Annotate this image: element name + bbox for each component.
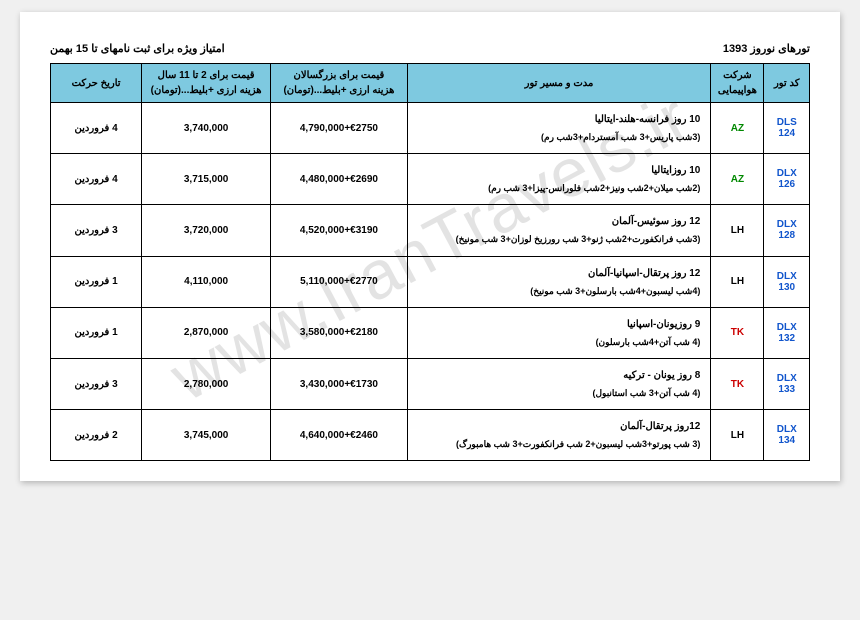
route-main: 10 روزایتالیا: [418, 162, 701, 180]
cell-price-child: 3,720,000: [142, 205, 271, 256]
cell-price-child: 3,740,000: [142, 103, 271, 154]
cell-price-adult: 4,480,000+€2690: [271, 154, 408, 205]
cell-depart: 1 فروردین: [51, 256, 142, 307]
table-row: DLX 130LH12 روز پرتقال-اسپانیا-آلمان(4شب…: [51, 256, 810, 307]
cell-airline: TK: [711, 307, 764, 358]
cell-price-adult: 4,790,000+€2750: [271, 103, 408, 154]
cell-price-adult: 3,580,000+€2180: [271, 307, 408, 358]
route-main: 8 روز یونان - ترکیه: [418, 367, 701, 385]
tours-table: کد تور شرکت هواپیمایی مدت و مسیر تور قیم…: [50, 63, 810, 461]
th-depart: تاریخ حرکت: [51, 64, 142, 103]
title-right: تورهای نوروز 1393: [723, 42, 810, 55]
cell-airline: LH: [711, 256, 764, 307]
route-main: 12 روز سوئیس-آلمان: [418, 213, 701, 231]
cell-code: DLX 133: [764, 358, 810, 409]
cell-airline: AZ: [711, 154, 764, 205]
cell-route: 10 روزایتالیا(2شب میلان+2شب ونیز+2شب فلو…: [407, 154, 711, 205]
cell-code: DLX 128: [764, 205, 810, 256]
cell-airline: LH: [711, 410, 764, 461]
cell-depart: 3 فروردین: [51, 358, 142, 409]
table-body: DLS 124AZ10 روز فرانسه-هلند-ایتالیا(3شب …: [51, 103, 810, 461]
cell-code: DLS 124: [764, 103, 810, 154]
table-row: DLX 132TK9 روزیونان-اسپانیا(4 شب آتن+4شب…: [51, 307, 810, 358]
cell-price-child: 3,745,000: [142, 410, 271, 461]
table-row: DLX 133TK8 روز یونان - ترکیه(4 شب آتن+3 …: [51, 358, 810, 409]
th-price-adult: قیمت برای بزرگسالانهزینه ارزی +بلیط...(ت…: [271, 64, 408, 103]
cell-depart: 4 فروردین: [51, 154, 142, 205]
route-detail: (3 شب پورتو+3شب لیسبون+2 شب فرانکفورت+3 …: [418, 436, 701, 452]
document-page: تورهای نوروز 1393 امتیاز ویژه برای ثبت ن…: [20, 12, 840, 481]
th-route: مدت و مسیر تور: [407, 64, 711, 103]
cell-airline: LH: [711, 205, 764, 256]
cell-route: 9 روزیونان-اسپانیا(4 شب آتن+4شب بارسلون): [407, 307, 711, 358]
cell-price-child: 3,715,000: [142, 154, 271, 205]
cell-depart: 3 فروردین: [51, 205, 142, 256]
cell-route: 8 روز یونان - ترکیه(4 شب آتن+3 شب استانب…: [407, 358, 711, 409]
th-price-child: قیمت برای 2 تا 11 سالهزینه ارزی +بلیط...…: [142, 64, 271, 103]
th-airline: شرکت هواپیمایی: [711, 64, 764, 103]
cell-depart: 1 فروردین: [51, 307, 142, 358]
route-detail: (4 شب آتن+4شب بارسلون): [418, 334, 701, 350]
route-detail: (4شب لیسبون+4شب بارسلون+3 شب مونیخ): [418, 283, 701, 299]
cell-depart: 2 فروردین: [51, 410, 142, 461]
route-detail: (3شب پاریس+3 شب آمستردام+3شب رم): [418, 129, 701, 145]
cell-price-child: 2,780,000: [142, 358, 271, 409]
cell-route: 10 روز فرانسه-هلند-ایتالیا(3شب پاریس+3 ش…: [407, 103, 711, 154]
title-left: امتیاز ویژه برای ثبت نامهای تا 15 بهمن: [50, 42, 225, 55]
route-detail: (2شب میلان+2شب ونیز+2شب فلورانس-پیزا+3 ش…: [418, 180, 701, 196]
route-main: 10 روز فرانسه-هلند-ایتالیا: [418, 111, 701, 129]
cell-price-child: 4,110,000: [142, 256, 271, 307]
page-header: تورهای نوروز 1393 امتیاز ویژه برای ثبت ن…: [50, 42, 810, 55]
route-main: 12روز پرتقال-آلمان: [418, 418, 701, 436]
cell-code: DLX 126: [764, 154, 810, 205]
cell-code: DLX 132: [764, 307, 810, 358]
cell-airline: AZ: [711, 103, 764, 154]
cell-price-adult: 3,430,000+€1730: [271, 358, 408, 409]
cell-code: DLX 134: [764, 410, 810, 461]
cell-price-adult: 4,520,000+€3190: [271, 205, 408, 256]
route-main: 12 روز پرتقال-اسپانیا-آلمان: [418, 265, 701, 283]
cell-route: 12روز پرتقال-آلمان(3 شب پورتو+3شب لیسبون…: [407, 410, 711, 461]
cell-airline: TK: [711, 358, 764, 409]
table-head: کد تور شرکت هواپیمایی مدت و مسیر تور قیم…: [51, 64, 810, 103]
cell-route: 12 روز سوئیس-آلمان(3شب فرانکفورت+2شب ژنو…: [407, 205, 711, 256]
route-detail: (3شب فرانکفورت+2شب ژنو+3 شب رورزیخ لوزان…: [418, 231, 701, 247]
table-row: DLX 128LH12 روز سوئیس-آلمان(3شب فرانکفور…: [51, 205, 810, 256]
route-detail: (4 شب آتن+3 شب استانبول): [418, 385, 701, 401]
cell-route: 12 روز پرتقال-اسپانیا-آلمان(4شب لیسبون+4…: [407, 256, 711, 307]
table-row: DLX 134LH12روز پرتقال-آلمان(3 شب پورتو+3…: [51, 410, 810, 461]
th-code: کد تور: [764, 64, 810, 103]
cell-price-adult: 5,110,000+€2770: [271, 256, 408, 307]
cell-price-child: 2,870,000: [142, 307, 271, 358]
cell-depart: 4 فروردین: [51, 103, 142, 154]
route-main: 9 روزیونان-اسپانیا: [418, 316, 701, 334]
cell-price-adult: 4,640,000+€2460: [271, 410, 408, 461]
table-row: DLS 124AZ10 روز فرانسه-هلند-ایتالیا(3شب …: [51, 103, 810, 154]
table-row: DLX 126AZ10 روزایتالیا(2شب میلان+2شب ونی…: [51, 154, 810, 205]
cell-code: DLX 130: [764, 256, 810, 307]
